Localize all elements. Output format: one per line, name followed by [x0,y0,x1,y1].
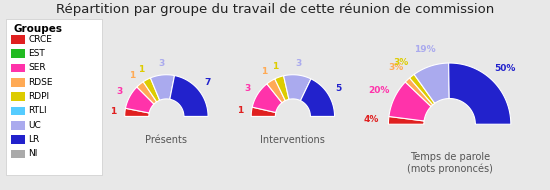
Polygon shape [410,74,434,105]
Text: LR: LR [29,135,40,144]
Text: 50%: 50% [494,64,515,73]
Polygon shape [405,78,433,106]
Polygon shape [143,78,160,102]
Bar [11,107,25,115]
Text: EST: EST [29,49,45,58]
Text: Temps de parole
(mots prononcés): Temps de parole (mots prononcés) [406,152,493,174]
Polygon shape [389,82,431,121]
Text: 1: 1 [272,62,278,70]
FancyBboxPatch shape [6,19,102,175]
Text: NI: NI [29,149,38,158]
Polygon shape [275,76,289,101]
Polygon shape [125,87,154,113]
Polygon shape [414,63,449,103]
Text: Présents: Présents [145,135,188,145]
Text: 3: 3 [158,59,164,68]
Polygon shape [251,107,276,116]
Text: UC: UC [29,121,41,130]
Text: 4%: 4% [364,115,379,124]
Text: CRCE: CRCE [29,35,52,44]
Polygon shape [150,75,174,100]
Text: Groupes: Groupes [13,24,62,34]
Text: 1: 1 [110,107,117,116]
Text: 1: 1 [138,65,144,74]
Polygon shape [252,84,282,112]
Text: 1: 1 [236,106,243,115]
Polygon shape [125,108,149,116]
Text: 3: 3 [116,87,123,96]
Bar [11,150,25,158]
Text: 7: 7 [205,78,211,87]
Text: 19%: 19% [414,45,436,54]
Bar [11,35,25,44]
Polygon shape [137,82,157,104]
Text: Interventions: Interventions [261,135,325,145]
Text: RDPI: RDPI [29,92,50,101]
Polygon shape [449,63,511,124]
Bar [11,64,25,72]
Text: 20%: 20% [368,86,389,95]
Text: 1: 1 [261,67,268,76]
Text: SER: SER [29,63,46,72]
Text: 3%: 3% [388,63,403,72]
Bar [11,121,25,130]
Text: 1: 1 [129,71,136,80]
Text: RDSE: RDSE [29,78,53,87]
Text: Répartition par groupe du travail de cette réunion de commission: Répartition par groupe du travail de cet… [56,3,494,16]
Text: RTLI: RTLI [29,106,47,115]
Polygon shape [300,79,334,116]
Polygon shape [170,76,208,116]
Polygon shape [267,79,285,103]
Polygon shape [284,75,311,101]
Polygon shape [388,116,424,124]
Bar [11,135,25,144]
Text: 3%: 3% [394,58,409,67]
Text: 3: 3 [245,84,251,93]
Text: 3: 3 [296,59,302,68]
Bar [11,78,25,87]
Bar [11,49,25,58]
Bar [11,92,25,101]
Text: 5: 5 [335,84,341,93]
